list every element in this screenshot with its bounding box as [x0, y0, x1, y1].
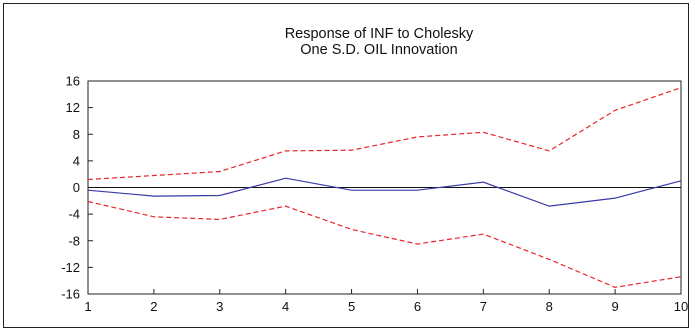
chart-title-line-2: One S.D. OIL Innovation — [300, 42, 457, 58]
y-tick-label: -4 — [68, 207, 80, 222]
x-tick-label: 9 — [611, 299, 618, 314]
x-tick-label: 6 — [414, 299, 421, 314]
y-tick-label: 0 — [73, 180, 80, 195]
y-tick-label: 8 — [73, 127, 80, 142]
y-tick-label: -8 — [68, 233, 80, 248]
y-tick-label: 12 — [66, 100, 80, 115]
x-tick-label: 7 — [480, 299, 487, 314]
lower-band-line — [87, 200, 682, 288]
x-tick-label: 4 — [282, 299, 289, 314]
upper-band-line — [87, 87, 682, 181]
x-tick-label: 8 — [546, 299, 553, 314]
x-tick-label: 10 — [674, 299, 688, 314]
x-tick-label: 1 — [84, 299, 91, 314]
x-tick-label: 2 — [150, 299, 157, 314]
chart-title: Response of INF to Cholesky One S.D. OIL… — [285, 26, 474, 58]
y-axis: 16 12 8 4 0 -4 -8 -12 -16 — [61, 74, 93, 302]
y-tick-label: 16 — [66, 74, 80, 89]
x-tick-label: 3 — [216, 299, 223, 314]
series-group — [87, 87, 682, 288]
impulse-response-line — [87, 177, 682, 207]
chart-frame: Response of INF to Cholesky One S.D. OIL… — [3, 3, 689, 328]
x-axis: 1 2 3 4 5 6 7 8 9 10 — [84, 289, 688, 314]
x-tick-label: 5 — [348, 299, 355, 314]
y-tick-label: -16 — [61, 287, 80, 302]
y-tick-label: 4 — [73, 153, 80, 168]
chart-title-line-1: Response of INF to Cholesky — [285, 26, 474, 42]
chart-svg: Response of INF to Cholesky One S.D. OIL… — [61, 26, 688, 314]
y-tick-label: -12 — [61, 260, 80, 275]
